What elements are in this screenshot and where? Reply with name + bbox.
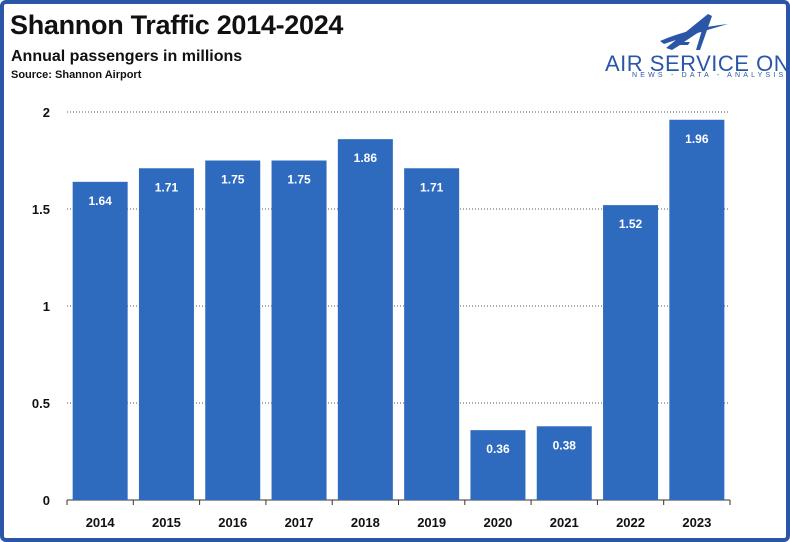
x-tick-label: 2019	[417, 515, 446, 530]
data-label: 1.52	[619, 217, 643, 231]
y-tick-label: 1.5	[32, 202, 50, 217]
logo-name: AIR SERVICE ONE	[605, 51, 790, 76]
x-tick-label: 2015	[152, 515, 181, 530]
x-tick-label: 2022	[616, 515, 645, 530]
data-label: 1.71	[420, 180, 444, 194]
x-tick-label: 2018	[351, 515, 380, 530]
bar	[603, 205, 659, 500]
bar	[669, 119, 725, 500]
bar	[271, 160, 327, 500]
bar	[404, 168, 460, 500]
chart-source: Source: Shannon Airport	[11, 69, 142, 81]
chart-subtitle: Annual passengers in millions	[11, 48, 243, 65]
data-label: 1.75	[221, 173, 245, 187]
data-label: 1.96	[685, 132, 709, 146]
logo-tagline: NEWS - DATA - ANALYSIS	[632, 72, 787, 79]
data-label: 0.36	[486, 442, 510, 456]
bar	[72, 181, 128, 500]
x-tick-label: 2023	[682, 515, 711, 530]
air-service-one-logo-icon	[660, 14, 728, 50]
y-tick-label: 2	[43, 105, 50, 120]
x-tick-label: 2014	[86, 515, 116, 530]
y-tick-label: 0.5	[32, 396, 50, 411]
x-tick-label: 2016	[218, 515, 247, 530]
chart-title: Shannon Traffic 2014-2024	[10, 10, 344, 40]
x-tick-label: 2017	[285, 515, 314, 530]
bar	[337, 139, 393, 500]
data-label: 0.38	[553, 438, 577, 452]
data-label: 1.71	[155, 180, 179, 194]
data-label: 1.75	[287, 173, 311, 187]
data-label: 1.64	[88, 194, 112, 208]
y-tick-label: 0	[43, 493, 50, 508]
data-label: 1.86	[354, 151, 378, 165]
bar	[138, 168, 194, 500]
bar	[205, 160, 261, 500]
x-tick-label: 2021	[550, 515, 579, 530]
x-tick-label: 2020	[483, 515, 512, 530]
bar	[536, 426, 592, 500]
y-tick-label: 1	[43, 299, 50, 314]
bar	[470, 430, 526, 500]
